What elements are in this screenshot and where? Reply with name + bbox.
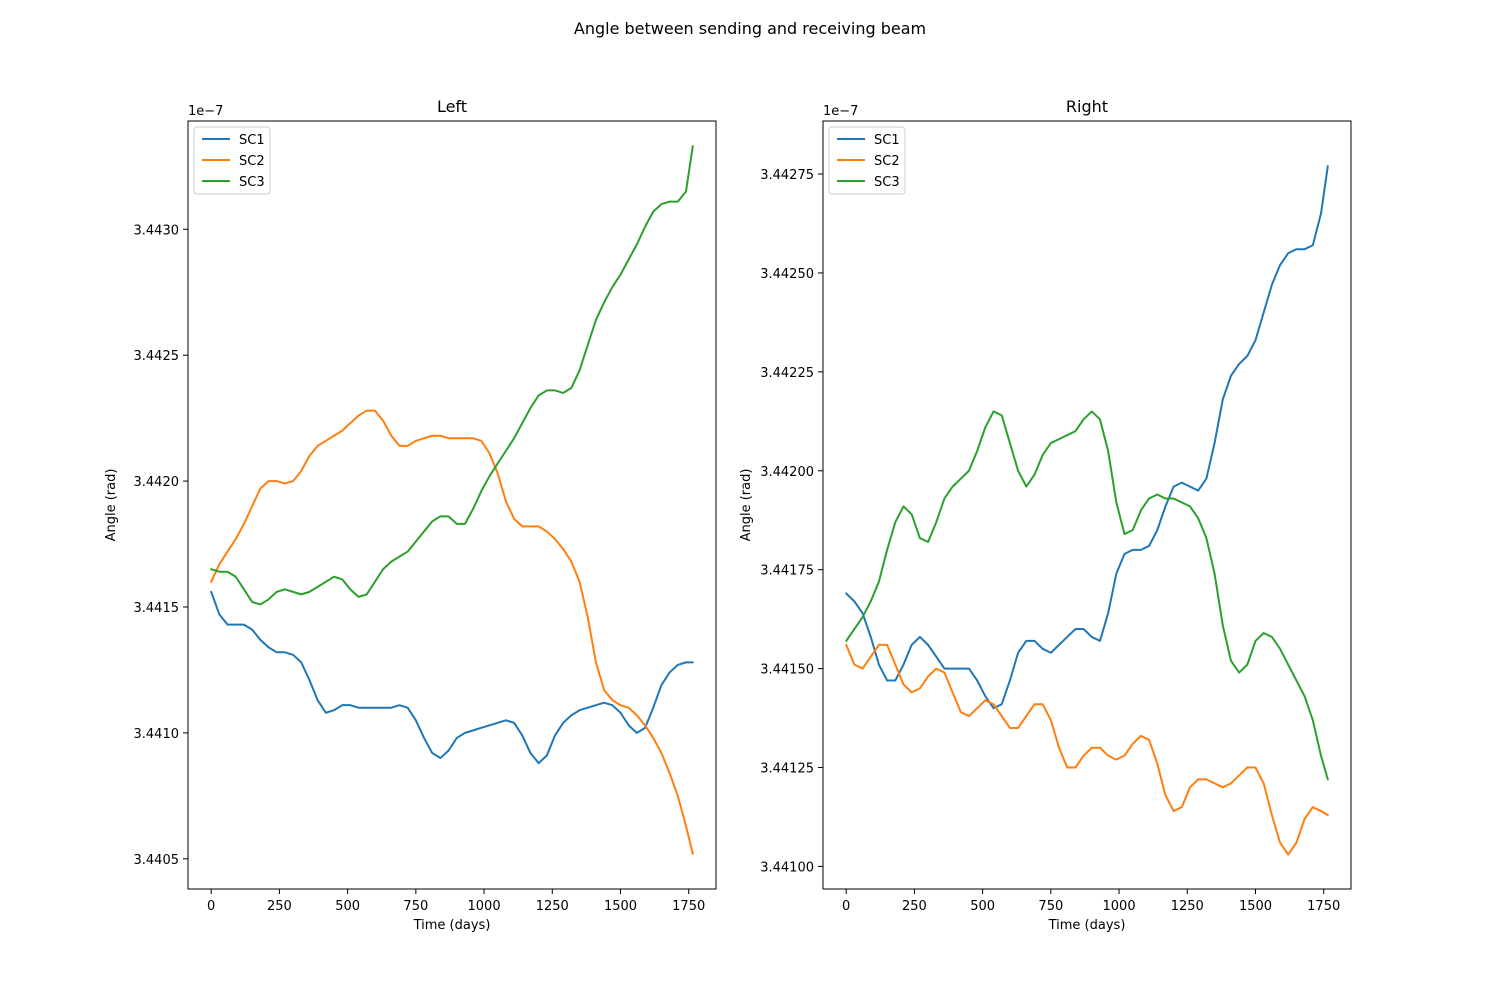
left-series-line-sc1	[210, 590, 694, 765]
right-y-tick-label: 3.44275	[760, 168, 814, 183]
right-y-offset-label: 1e−7	[823, 104, 858, 119]
left-series-line-sc3	[210, 145, 694, 606]
left-x-tick-label: 250	[267, 899, 292, 914]
right-y-tick-label: 3.44150	[760, 663, 814, 678]
left-y-tick-label: 3.4415	[134, 601, 180, 616]
left-y-axis-label: Angle (rad)	[104, 469, 119, 542]
left-x-axis-label: Time (days)	[413, 918, 491, 933]
right-y-tick-label: 3.44175	[760, 564, 814, 579]
right-y-axis-label: Angle (rad)	[739, 469, 754, 542]
right-y-tick-label: 3.44200	[760, 465, 814, 480]
left-legend-label-sc2: SC2	[239, 154, 265, 169]
right-x-tick-label: 0	[842, 899, 850, 914]
figure-title: Angle between sending and receiving beam	[574, 19, 926, 38]
right-series-line-sc1	[845, 165, 1329, 710]
left-series-line-sc2	[210, 409, 694, 855]
right-x-tick-label: 500	[970, 899, 995, 914]
right-x-tick-label: 1000	[1103, 899, 1136, 914]
right-legend-label-sc3: SC3	[874, 175, 900, 190]
right-x-tick-label: 750	[1038, 899, 1063, 914]
right-x-tick-label: 250	[902, 899, 927, 914]
left-y-tick-label: 3.4420	[134, 475, 180, 490]
right-panel-title: Right	[1066, 97, 1108, 116]
left-x-tick-label: 750	[403, 899, 428, 914]
right-x-tick-label: 1250	[1171, 899, 1204, 914]
left-legend-label-sc3: SC3	[239, 175, 265, 190]
left-panel: Left 1e−7 0 250 500 750 1000 1250 1500 1750 3.4405…	[104, 97, 717, 933]
right-x-axis-label: Time (days)	[1048, 918, 1126, 933]
left-x-tick-label: 1000	[468, 899, 501, 914]
right-axes-frame	[822, 120, 1352, 890]
right-y-tick-label: 3.44250	[760, 267, 814, 282]
left-x-tick-label: 0	[207, 899, 215, 914]
right-y-tick-label: 3.44100	[760, 860, 814, 875]
left-y-offset-label: 1e−7	[188, 104, 223, 119]
left-x-tick-label: 1750	[672, 899, 705, 914]
left-x-tick-label: 1500	[604, 899, 637, 914]
left-legend-label-sc1: SC1	[239, 133, 265, 148]
left-y-tick-label: 3.4430	[134, 223, 180, 238]
left-axes-frame	[187, 120, 717, 890]
right-y-tick-label: 3.44225	[760, 366, 814, 381]
left-y-tick-label: 3.4425	[134, 349, 180, 364]
right-y-tick-label: 3.44125	[760, 762, 814, 777]
right-x-tick-label: 1750	[1307, 899, 1340, 914]
right-x-tick-label: 1500	[1239, 899, 1272, 914]
left-x-tick-label: 500	[335, 899, 360, 914]
right-legend-label-sc2: SC2	[874, 154, 900, 169]
right-series-line-sc3	[845, 410, 1329, 781]
right-series-line-sc2	[845, 643, 1329, 856]
left-y-tick-label: 3.4410	[134, 727, 180, 742]
left-y-tick-label: 3.4405	[134, 853, 180, 868]
right-legend-box	[828, 126, 906, 195]
left-x-tick-label: 1250	[536, 899, 569, 914]
left-panel-title: Left	[437, 97, 467, 116]
right-legend-label-sc1: SC1	[874, 133, 900, 148]
right-panel: Right 1e−7 0 250 500 750 1000 1250 1500 1750 3.441…	[739, 97, 1352, 933]
left-legend: SC1 SC2 SC3	[193, 126, 271, 195]
left-legend-box	[193, 126, 271, 195]
right-legend: SC1 SC2 SC3	[828, 126, 906, 195]
